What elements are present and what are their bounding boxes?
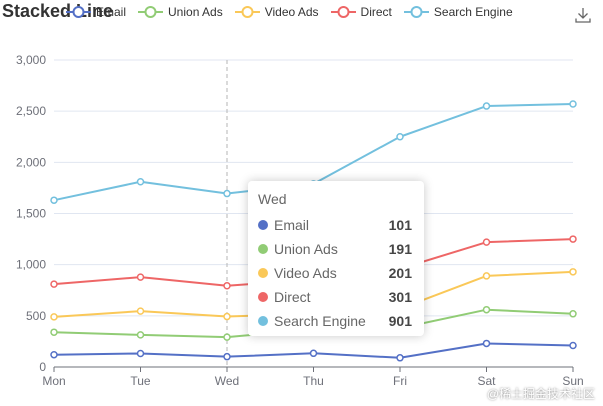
- tooltip-row-direct: Direct 301: [258, 285, 412, 309]
- tooltip-dot-icon: [258, 316, 268, 326]
- data-point-email: [396, 354, 404, 362]
- x-tick-label: Fri: [393, 374, 407, 388]
- tooltip-series-value: 101: [388, 217, 412, 233]
- watermark: @稀土掘金技术社区: [486, 387, 595, 401]
- tooltip-series-name: Direct: [274, 289, 311, 305]
- tooltip-dot-icon: [258, 292, 268, 302]
- legend-label: Direct: [360, 5, 392, 19]
- legend-item-video-ads[interactable]: Video Ads: [234, 5, 319, 19]
- tooltip-series-value: 901: [388, 313, 412, 329]
- tooltip-dot-icon: [258, 220, 268, 230]
- legend-item-email[interactable]: Email: [66, 5, 126, 19]
- data-point-direct: [223, 281, 231, 290]
- data-point-search-engine: [50, 196, 58, 204]
- tooltip: Wed Email 101 Union Ads 191 Video Ads 20…: [248, 181, 424, 336]
- tooltip-series-value: 191: [388, 241, 412, 257]
- x-tick-label: Wed: [215, 374, 239, 388]
- data-point-email: [569, 341, 577, 350]
- legend-search-engine-icon: [403, 6, 429, 18]
- legend-label: Search Engine: [433, 5, 513, 19]
- data-point-search-engine: [223, 189, 231, 198]
- tooltip-title: Wed: [258, 191, 287, 207]
- data-point-video-ads: [50, 313, 58, 321]
- legend-direct-icon: [330, 6, 356, 18]
- y-tick-label: 3,000: [16, 53, 46, 67]
- data-point-email: [482, 339, 491, 348]
- legend-item-union-ads[interactable]: Union Ads: [138, 5, 223, 19]
- y-tick-label: 1,000: [16, 258, 46, 272]
- data-point-direct: [136, 273, 145, 281]
- data-point-union-ads: [569, 310, 577, 318]
- legend-video-ads-icon: [234, 6, 260, 18]
- y-tick-label: 500: [26, 309, 46, 323]
- legend-union-ads-icon: [138, 6, 164, 18]
- tooltip-series-value: 201: [388, 265, 412, 281]
- y-tick-label: 2,500: [16, 104, 46, 118]
- data-point-direct: [482, 238, 491, 246]
- tooltip-row-video-ads: Video Ads 201: [258, 261, 412, 285]
- data-point-email: [309, 349, 318, 358]
- data-point-direct: [569, 235, 577, 243]
- x-tick-label: Sun: [562, 374, 583, 388]
- tooltip-dot-icon: [258, 268, 268, 278]
- legend-item-search-engine[interactable]: Search Engine: [403, 5, 513, 19]
- tooltip-row-union-ads: Union Ads 191: [258, 237, 412, 261]
- tooltip-row-email: Email 101: [258, 213, 412, 237]
- tooltip-series-name: Video Ads: [274, 265, 337, 281]
- data-point-search-engine: [482, 102, 491, 110]
- data-point-email: [50, 350, 58, 359]
- legend-label: Union Ads: [168, 5, 223, 19]
- data-point-video-ads: [223, 312, 231, 321]
- legend: Email Union Ads Video Ads Direct Search …: [66, 3, 525, 21]
- download-icon[interactable]: [574, 6, 592, 24]
- x-tick-label: Mon: [42, 374, 65, 388]
- x-tick-label: Tue: [130, 374, 151, 388]
- tooltip-series-value: 301: [388, 289, 412, 305]
- data-point-direct: [50, 280, 58, 288]
- legend-email-icon: [66, 6, 91, 18]
- data-point-video-ads: [136, 307, 145, 315]
- tooltip-dot-icon: [258, 244, 268, 254]
- data-point-union-ads: [223, 333, 231, 341]
- tooltip-series-name: Email: [274, 217, 310, 233]
- data-point-email: [223, 352, 231, 361]
- data-point-video-ads: [482, 272, 491, 280]
- tooltip-series-name: Search Engine: [274, 313, 366, 329]
- x-tick-label: Sat: [477, 374, 496, 388]
- x-tick-label: Thu: [303, 374, 324, 388]
- y-tick-label: 1,500: [16, 207, 46, 221]
- data-point-search-engine: [569, 100, 577, 108]
- legend-item-direct[interactable]: Direct: [330, 5, 392, 19]
- data-point-search-engine: [396, 133, 404, 141]
- chart-title: Stacked Line: [2, 1, 114, 21]
- data-point-video-ads: [569, 268, 577, 276]
- data-point-union-ads: [50, 328, 58, 336]
- data-point-union-ads: [136, 331, 145, 339]
- tooltip-series-name: Union Ads: [274, 241, 338, 257]
- tooltip-row-search-engine: Search Engine 901: [258, 309, 412, 333]
- y-tick-label: 2,000: [16, 155, 46, 169]
- legend-label: Email: [96, 5, 127, 19]
- data-point-search-engine: [136, 178, 145, 186]
- y-tick-label: 0: [39, 360, 46, 374]
- data-point-email: [136, 349, 145, 358]
- legend-label: Video Ads: [264, 5, 319, 19]
- data-point-union-ads: [482, 305, 491, 314]
